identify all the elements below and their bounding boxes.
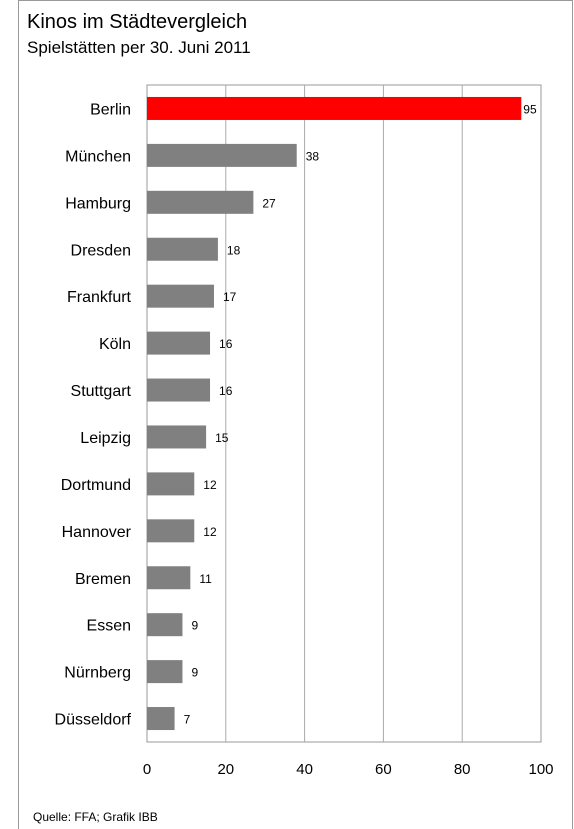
bar-7 [147,425,207,449]
category-label-1: München [65,148,131,165]
category-label-7: Leipzig [80,430,131,447]
x-tick-label-3: 60 [375,761,392,778]
bar-1 [147,143,297,167]
bar-0 [147,96,522,120]
category-label-9: Hannover [62,524,132,541]
value-label-3: 18 [227,243,241,257]
bar-8 [147,472,195,496]
value-label-6: 16 [219,384,233,398]
category-label-11: Essen [87,618,131,635]
chart-subtitle: Spielstätten per 30. Juni 2011 [27,38,251,57]
value-label-12: 9 [191,666,198,680]
category-label-4: Frankfurt [67,289,132,306]
category-label-6: Stuttgart [71,383,132,400]
value-label-11: 9 [191,619,198,633]
category-label-12: Nürnberg [64,665,131,682]
value-label-9: 12 [203,525,217,539]
x-tick-label-5: 100 [528,761,553,778]
category-label-10: Bremen [75,571,131,588]
bar-10 [147,566,191,590]
category-label-13: Düsseldorf [55,712,132,729]
bar-12 [147,660,183,684]
plot-area [146,84,542,743]
x-tick-label-0: 0 [143,761,151,778]
bar-13 [147,707,175,731]
bar-11 [147,613,183,637]
value-label-2: 27 [262,196,276,210]
category-label-0: Berlin [90,101,131,118]
chart-frame [18,0,573,829]
category-label-2: Hamburg [65,195,131,212]
chart-title: Kinos im Städtevergleich [27,11,248,33]
value-label-7: 15 [215,431,229,445]
value-label-5: 16 [219,337,233,351]
bar-4 [147,284,214,308]
source-note: Quelle: FFA; Grafik IBB [33,810,158,824]
value-label-8: 12 [203,478,217,492]
category-label-8: Dortmund [61,477,131,494]
category-label-3: Dresden [71,242,131,259]
bar-3 [147,237,218,261]
x-tick-label-4: 80 [454,761,471,778]
value-label-13: 7 [184,713,191,727]
x-tick-label-2: 40 [296,761,313,778]
x-tick-label-1: 20 [217,761,234,778]
bar-6 [147,378,211,402]
value-label-10: 11 [199,572,212,586]
value-label-4: 17 [223,290,237,304]
value-label-1: 38 [306,149,320,163]
bar-2 [147,190,254,214]
category-label-5: Köln [99,336,131,353]
bar-9 [147,519,195,543]
value-label-0: 95 [523,102,537,116]
bar-5 [147,331,211,355]
